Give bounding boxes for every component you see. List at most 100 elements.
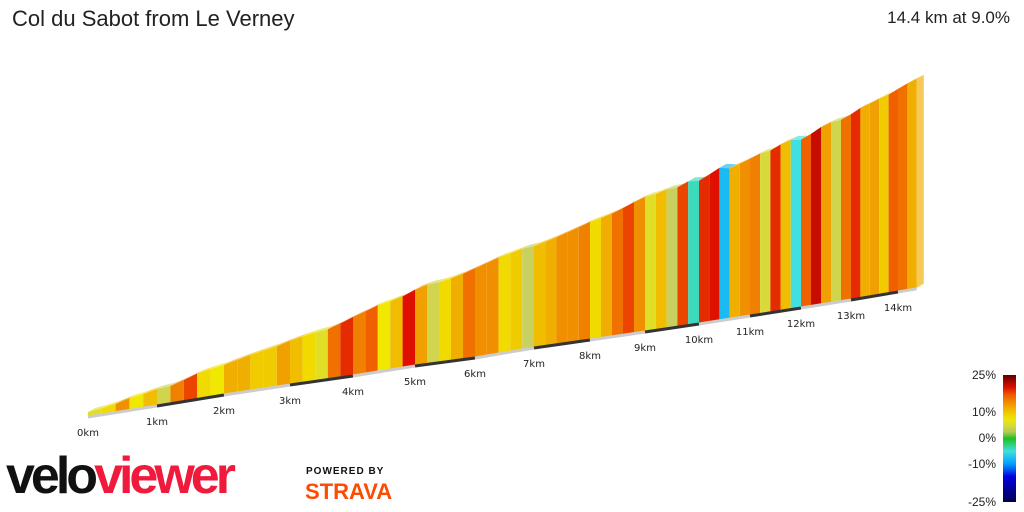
segment-bar[interactable] <box>439 278 451 362</box>
segment-bar[interactable] <box>183 373 198 401</box>
segment-bar[interactable] <box>522 246 534 349</box>
segment-top <box>907 74 924 84</box>
segment-top <box>250 346 271 356</box>
segment-bar[interactable] <box>365 305 378 373</box>
segment-bar[interactable] <box>545 237 557 346</box>
segment-bar[interactable] <box>888 88 898 293</box>
segment-bar[interactable] <box>634 197 645 333</box>
segment-bar[interactable] <box>666 187 678 328</box>
segment-top <box>612 204 630 214</box>
segment-bar[interactable] <box>353 311 366 375</box>
segment-bar[interactable] <box>263 346 277 388</box>
segment-bar[interactable] <box>578 221 590 341</box>
segment-bar[interactable] <box>760 150 771 314</box>
segment-top <box>601 209 619 219</box>
segment-bar[interactable] <box>415 284 427 365</box>
segment-bar[interactable] <box>790 139 801 309</box>
segment-bar[interactable] <box>486 257 499 355</box>
segment-bar[interactable] <box>534 241 546 347</box>
segment-top <box>129 390 151 399</box>
segment-top <box>666 183 685 190</box>
segment-bar[interactable] <box>498 253 511 353</box>
segment-bar[interactable] <box>475 262 487 357</box>
segment-bar[interactable] <box>898 83 908 291</box>
segment-bar[interactable] <box>402 289 415 367</box>
axis-segment <box>850 290 899 302</box>
segment-bar[interactable] <box>655 189 667 330</box>
x-tick-label: 14km <box>884 303 912 314</box>
segment-bar[interactable] <box>821 122 831 304</box>
segment-bar[interactable] <box>719 167 730 320</box>
segment-bar[interactable] <box>556 232 568 344</box>
axis-segment <box>533 338 591 350</box>
segment-bar[interactable] <box>427 282 439 364</box>
segment-bar[interactable] <box>143 389 157 408</box>
segment-bar[interactable] <box>101 403 116 414</box>
segment-bar[interactable] <box>688 180 699 325</box>
segment-top <box>276 337 297 347</box>
segment-bar[interactable] <box>907 78 917 290</box>
segment-top <box>486 253 506 263</box>
segment-bar[interactable] <box>315 329 328 381</box>
segment-bar[interactable] <box>463 268 475 359</box>
segment-top <box>263 342 284 351</box>
segment-top <box>88 404 109 412</box>
segment-bar[interactable] <box>739 158 750 317</box>
segment-bar[interactable] <box>780 140 791 311</box>
segment-bar[interactable] <box>699 174 710 323</box>
segment-bar[interactable] <box>612 208 623 336</box>
segment-bar[interactable] <box>709 167 720 322</box>
segment-bar[interactable] <box>197 369 211 399</box>
segment-bar[interactable] <box>340 317 353 377</box>
segment-bar[interactable] <box>157 386 171 405</box>
segment-top <box>498 249 518 258</box>
segment-bar[interactable] <box>860 103 870 298</box>
segment-bar[interactable] <box>811 127 821 306</box>
segment-bar[interactable] <box>750 153 761 315</box>
segment-bar[interactable] <box>377 301 391 371</box>
strava-logo[interactable]: STRAVA <box>305 479 393 504</box>
segment-bar[interactable] <box>327 323 341 379</box>
x-tick-label: 6km <box>464 369 486 380</box>
segment-bar[interactable] <box>302 332 316 383</box>
segment-bar[interactable] <box>623 202 634 335</box>
segment-top <box>427 278 446 285</box>
segment-bar[interactable] <box>831 119 841 303</box>
segment-top <box>677 177 696 188</box>
segment-top <box>365 301 385 312</box>
segment-bar[interactable] <box>677 181 689 327</box>
segment-bar[interactable] <box>510 248 523 351</box>
axis-segment <box>474 346 535 360</box>
segment-bar[interactable] <box>645 193 656 331</box>
segment-bar[interactable] <box>290 336 303 384</box>
segment-bar[interactable] <box>250 350 264 390</box>
segment-bar[interactable] <box>115 398 130 412</box>
segment-top <box>115 394 137 404</box>
segment-bar[interactable] <box>224 360 238 394</box>
veloviewer-logo[interactable]: veloviewer <box>6 447 236 505</box>
segment-bar[interactable] <box>590 218 601 339</box>
segment-bar[interactable] <box>170 380 184 403</box>
segment-bar[interactable] <box>451 273 463 361</box>
segment-bar[interactable] <box>879 94 889 295</box>
segment-bar[interactable] <box>276 341 290 386</box>
segment-bar[interactable] <box>601 213 612 338</box>
segment-bar[interactable] <box>869 98 880 296</box>
segment-bar[interactable] <box>567 227 579 343</box>
segment-bar[interactable] <box>729 163 740 319</box>
segment-top <box>739 154 757 164</box>
segment-bar[interactable] <box>841 114 851 301</box>
segment-side <box>916 74 924 288</box>
segment-bar[interactable] <box>770 144 781 312</box>
segment-bar[interactable] <box>851 108 861 299</box>
segment-bar[interactable] <box>390 296 403 369</box>
axis-segment <box>897 287 918 294</box>
segment-bar[interactable] <box>210 364 224 397</box>
page-title: Col du Sabot from Le Verney <box>12 6 295 31</box>
segment-bar[interactable] <box>237 355 251 392</box>
segment-bar[interactable] <box>129 394 144 410</box>
axis-segment <box>352 364 416 378</box>
segment-bar[interactable] <box>801 133 811 307</box>
segment-top <box>439 274 458 283</box>
segment-top <box>290 332 310 342</box>
